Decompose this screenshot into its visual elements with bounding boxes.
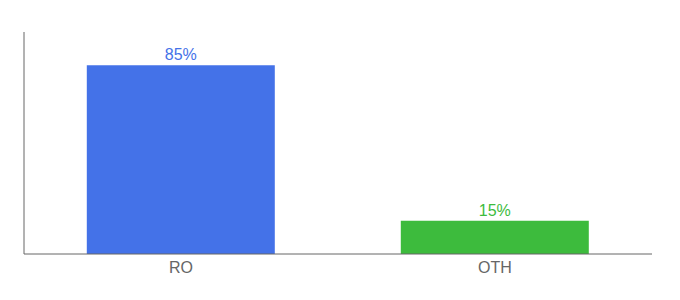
svg-text:RO: RO [169, 259, 193, 276]
svg-text:85%: 85% [165, 46, 197, 63]
svg-text:15%: 15% [479, 202, 511, 219]
svg-text:OTH: OTH [478, 259, 512, 276]
